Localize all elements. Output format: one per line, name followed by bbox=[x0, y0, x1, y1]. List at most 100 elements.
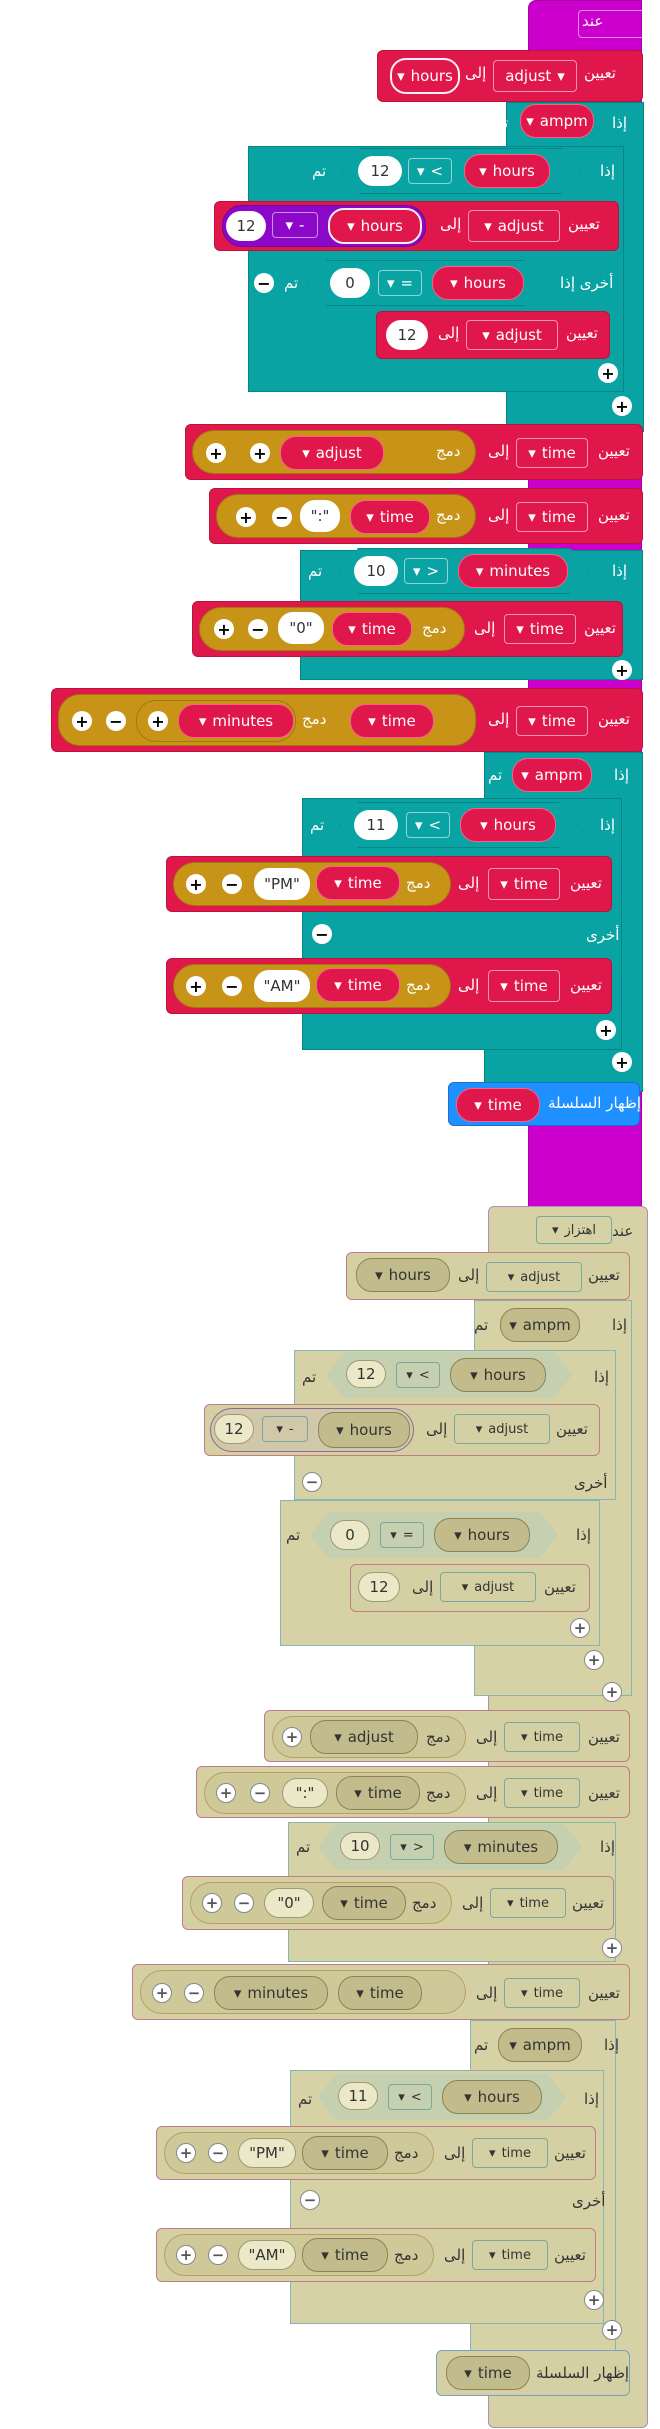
minutes-var[interactable]: ▾ minutes bbox=[444, 1830, 558, 1864]
minus-icon[interactable]: − bbox=[184, 1983, 204, 2003]
plus-icon[interactable]: + bbox=[152, 1983, 172, 2003]
join-block[interactable] bbox=[173, 964, 451, 1008]
plus-icon[interactable]: + bbox=[612, 396, 632, 416]
pm-string[interactable]: "PM" bbox=[254, 868, 310, 900]
lt-operator-dropdown[interactable]: ▾ < bbox=[388, 2084, 432, 2110]
plus-icon[interactable]: + bbox=[216, 1783, 236, 1803]
join-block[interactable] bbox=[190, 1882, 452, 1924]
gt-operator-dropdown[interactable]: ▾ > bbox=[390, 1834, 434, 1860]
adjust-var-dropdown[interactable]: ▾ adjust bbox=[440, 1572, 536, 1602]
plus-icon[interactable]: + bbox=[282, 1727, 302, 1747]
time-var[interactable]: ▾ time bbox=[350, 500, 430, 534]
colon-string[interactable]: ":" bbox=[282, 1778, 328, 1808]
plus-icon[interactable]: + bbox=[570, 1618, 590, 1638]
join-block[interactable] bbox=[173, 862, 451, 906]
ampm-var[interactable]: ▾ ampm bbox=[498, 2028, 582, 2062]
minus-icon[interactable]: − bbox=[254, 273, 274, 293]
zero-string[interactable]: "0" bbox=[278, 612, 324, 644]
join-block[interactable] bbox=[204, 1772, 466, 1814]
time-var-dropdown[interactable]: ▾ time bbox=[504, 1978, 580, 2008]
time-var[interactable]: ▾ time bbox=[316, 968, 400, 1002]
time-var-dropdown[interactable]: ▾ time bbox=[516, 438, 588, 468]
time-var-dropdown[interactable]: ▾ time bbox=[504, 1778, 580, 1808]
plus-icon[interactable]: + bbox=[602, 2320, 622, 2340]
time-var[interactable]: ▾ time bbox=[338, 1976, 422, 2010]
time-var-dropdown[interactable]: ▾ time bbox=[504, 1722, 580, 1752]
number-10[interactable]: 10 bbox=[340, 1832, 380, 1860]
adjust-var-dropdown[interactable]: adjust ▾ bbox=[493, 60, 577, 92]
time-var-dropdown[interactable]: ▾ time bbox=[504, 614, 576, 644]
ampm-var[interactable]: ▾ ampm bbox=[512, 758, 592, 792]
minus-icon[interactable]: − bbox=[208, 2245, 228, 2265]
plus-icon[interactable]: + bbox=[584, 1650, 604, 1670]
number-11[interactable]: 11 bbox=[338, 2082, 378, 2110]
lt-operator-dropdown[interactable]: ▾ < bbox=[408, 158, 452, 184]
time-var[interactable]: ▾ time bbox=[302, 2238, 388, 2272]
lt-operator-dropdown[interactable]: ▾ < bbox=[406, 812, 450, 838]
plus-icon[interactable]: + bbox=[250, 443, 270, 463]
plus-icon[interactable]: + bbox=[186, 976, 206, 996]
hours-var[interactable]: ▾ hours bbox=[464, 154, 550, 188]
time-var[interactable]: ▾ time bbox=[316, 866, 400, 900]
plus-icon[interactable]: + bbox=[602, 1938, 622, 1958]
time-var-dropdown[interactable]: ▾ time bbox=[490, 1888, 566, 1918]
plus-icon[interactable]: + bbox=[596, 1020, 616, 1040]
shake-gesture-dropdown[interactable] bbox=[578, 10, 656, 38]
hours-var[interactable]: ▾ hours bbox=[450, 1358, 546, 1392]
minus-icon[interactable]: − bbox=[222, 874, 242, 894]
minus-icon[interactable]: − bbox=[300, 2190, 320, 2210]
minutes-var[interactable]: ▾ minutes bbox=[178, 704, 294, 738]
ampm-var[interactable]: ▾ ampm bbox=[520, 104, 594, 138]
plus-icon[interactable]: + bbox=[584, 2290, 604, 2310]
hours-var[interactable]: ▾ hours bbox=[460, 808, 556, 842]
plus-icon[interactable]: + bbox=[602, 1682, 622, 1702]
number-12[interactable]: 12 bbox=[226, 211, 266, 241]
time-var[interactable]: ▾ time bbox=[446, 2356, 530, 2390]
adjust-var-dropdown[interactable]: ▾ adjust bbox=[454, 1414, 550, 1444]
time-var-dropdown[interactable]: ▾ time bbox=[516, 502, 588, 532]
plus-icon[interactable]: + bbox=[598, 363, 618, 383]
plus-icon[interactable]: + bbox=[176, 2143, 196, 2163]
minus-operator-dropdown[interactable]: ▾ - bbox=[262, 1416, 308, 1442]
hours-var[interactable]: ▾ hours bbox=[434, 1518, 530, 1552]
hours-var[interactable]: ▾ hours bbox=[390, 58, 460, 94]
number-10[interactable]: 10 bbox=[354, 556, 398, 586]
lt-operator-dropdown[interactable]: ▾ < bbox=[396, 1362, 440, 1388]
hours-var[interactable]: ▾ hours bbox=[356, 1258, 450, 1292]
adjust-var[interactable]: ▾ adjust bbox=[280, 436, 384, 470]
colon-string[interactable]: ":" bbox=[300, 500, 340, 532]
shake-dropdown[interactable]: ▾ اهتزاز bbox=[536, 1216, 612, 1244]
ampm-var[interactable]: ▾ ampm bbox=[500, 1308, 580, 1342]
number-0[interactable]: 0 bbox=[330, 268, 370, 298]
time-var-dropdown[interactable]: ▾ time bbox=[516, 706, 588, 736]
number-0[interactable]: 0 bbox=[330, 1520, 370, 1550]
minus-operator-dropdown[interactable]: ▾ - bbox=[272, 212, 318, 238]
plus-icon[interactable]: + bbox=[186, 874, 206, 894]
set-adjust-12-block[interactable] bbox=[376, 311, 610, 359]
minutes-var[interactable]: ▾ minutes bbox=[458, 554, 568, 588]
plus-icon[interactable]: + bbox=[202, 1893, 222, 1913]
pm-string[interactable]: "PM" bbox=[238, 2138, 296, 2168]
time-var[interactable]: ▾ time bbox=[350, 704, 434, 738]
minus-icon[interactable]: − bbox=[248, 619, 268, 639]
minus-icon[interactable]: − bbox=[106, 711, 126, 731]
minus-icon[interactable]: − bbox=[312, 924, 332, 944]
adjust-var[interactable]: ▾ adjust bbox=[310, 1720, 418, 1754]
plus-icon[interactable]: + bbox=[214, 619, 234, 639]
time-var-dropdown[interactable]: ▾ time bbox=[472, 2240, 548, 2270]
minus-icon[interactable]: − bbox=[222, 976, 242, 996]
number-12[interactable]: 12 bbox=[346, 1360, 386, 1388]
time-var-dropdown[interactable]: ▾ time bbox=[472, 2138, 548, 2168]
number-12[interactable]: 12 bbox=[214, 1414, 254, 1444]
number-12[interactable]: 12 bbox=[358, 156, 402, 186]
hours-var[interactable]: ▾ hours bbox=[432, 266, 524, 300]
am-string[interactable]: "AM" bbox=[254, 970, 310, 1002]
minus-icon[interactable]: − bbox=[272, 507, 292, 527]
hours-var[interactable]: ▾ hours bbox=[328, 208, 422, 244]
am-string[interactable]: "AM" bbox=[238, 2240, 296, 2270]
hours-var[interactable]: ▾ hours bbox=[442, 2080, 542, 2114]
zero-string[interactable]: "0" bbox=[264, 1888, 314, 1918]
minus-icon[interactable]: − bbox=[250, 1783, 270, 1803]
minutes-var[interactable]: ▾ minutes bbox=[214, 1976, 328, 2010]
minus-icon[interactable]: − bbox=[208, 2143, 228, 2163]
